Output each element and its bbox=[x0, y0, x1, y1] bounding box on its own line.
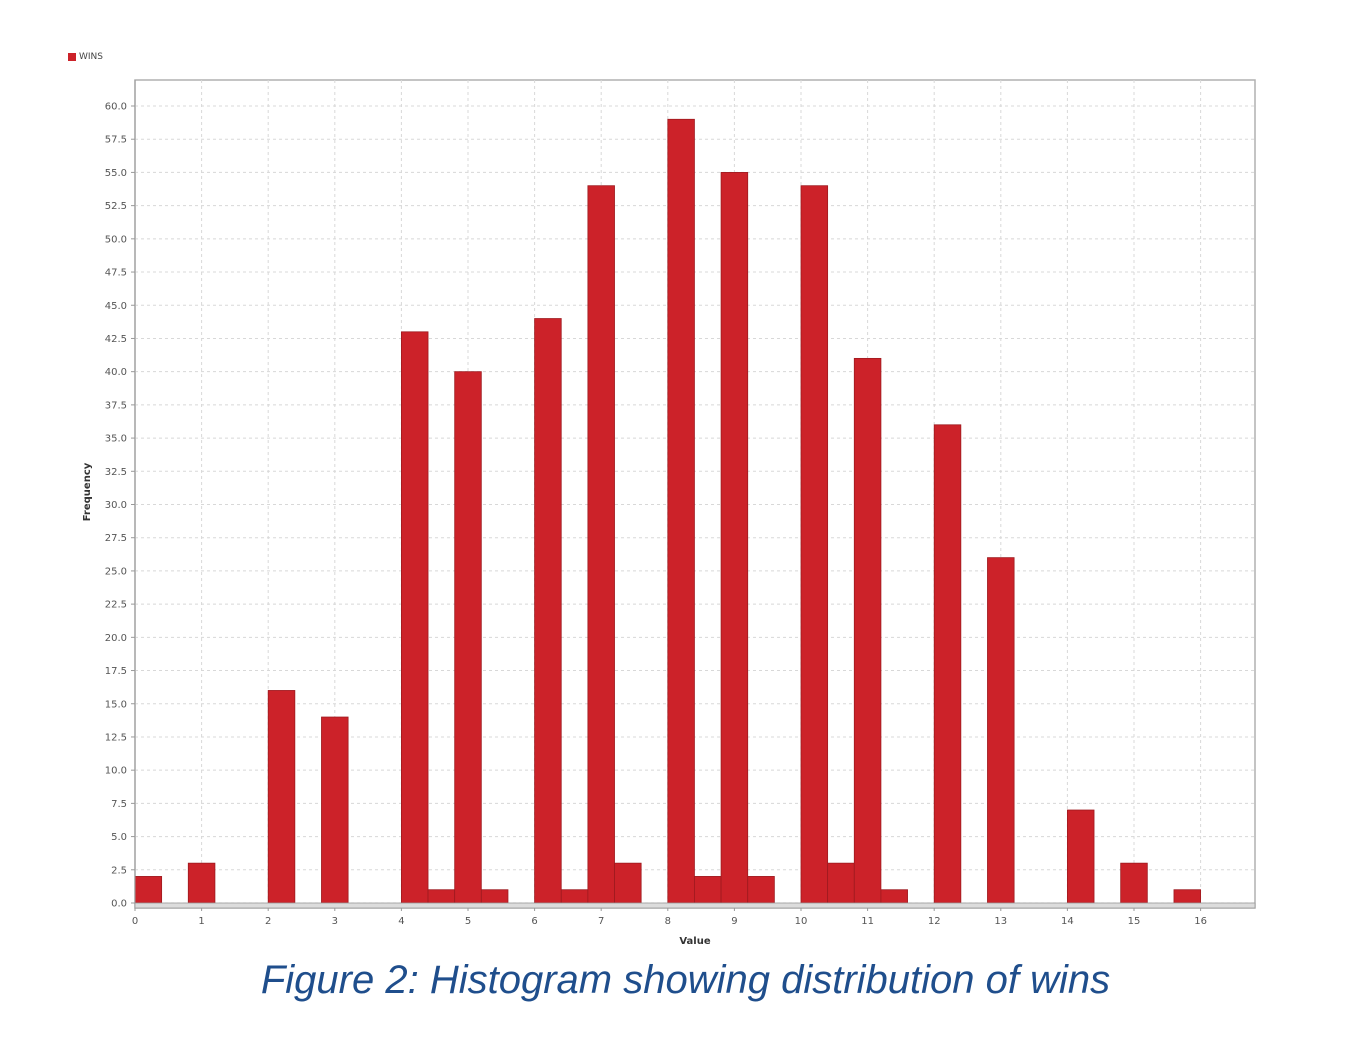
x-tick-label: 8 bbox=[665, 916, 671, 927]
histogram-bar bbox=[1173, 889, 1201, 904]
y-tick-label: 20.0 bbox=[105, 633, 127, 644]
histogram-bar bbox=[747, 876, 775, 904]
histogram-bar bbox=[1120, 862, 1148, 904]
histogram-bar bbox=[800, 185, 829, 904]
legend-label: WINS bbox=[79, 52, 103, 62]
x-tick-label: 0 bbox=[132, 916, 138, 927]
x-tick-label: 11 bbox=[861, 916, 874, 927]
y-tick-label: 60.0 bbox=[105, 102, 127, 113]
y-tick-label: 57.5 bbox=[105, 135, 127, 146]
y-tick-label: 0.0 bbox=[111, 899, 127, 910]
histogram-bar bbox=[534, 318, 562, 904]
histogram-bar bbox=[560, 889, 589, 904]
histogram-bar bbox=[134, 876, 163, 904]
histogram-bar bbox=[614, 862, 642, 904]
x-tick-label: 13 bbox=[994, 916, 1007, 927]
histogram-bar bbox=[400, 331, 429, 904]
y-tick-label: 42.5 bbox=[105, 334, 127, 345]
x-tick-label: 9 bbox=[731, 916, 737, 927]
y-tick-label: 47.5 bbox=[105, 268, 127, 279]
histogram-bar bbox=[587, 185, 615, 904]
y-tick-label: 52.5 bbox=[105, 201, 127, 212]
x-tick-label: 1 bbox=[198, 916, 204, 927]
y-tick-label: 17.5 bbox=[105, 666, 127, 677]
histogram-bar bbox=[987, 557, 1015, 904]
bars bbox=[134, 118, 1201, 904]
chart-legend: WINS bbox=[68, 52, 103, 62]
legend-swatch bbox=[68, 53, 76, 61]
axes: 0.0 2.5 5.0 7.5 10.0 12.5 15.0 17.5 20.0 22.5 25.0… bbox=[105, 80, 1256, 927]
histogram-bar bbox=[827, 862, 855, 904]
histogram-bar bbox=[480, 889, 509, 904]
x-tick-label: 2 bbox=[265, 916, 271, 927]
histogram-bar bbox=[454, 371, 482, 904]
x-tick-label: 6 bbox=[531, 916, 537, 927]
y-tick-label: 22.5 bbox=[105, 600, 127, 611]
x-tick-label: 14 bbox=[1061, 916, 1074, 927]
y-tick-label: 40.0 bbox=[105, 367, 127, 378]
y-axis-label: Frequency bbox=[82, 462, 93, 521]
y-tick-label: 35.0 bbox=[105, 434, 127, 445]
histogram-bar bbox=[1067, 809, 1095, 904]
y-tick-label: 25.0 bbox=[105, 566, 127, 577]
histogram-bar bbox=[667, 118, 695, 904]
y-tick-label: 10.0 bbox=[105, 766, 127, 777]
x-tick-label: 4 bbox=[398, 916, 404, 927]
y-tick-label: 37.5 bbox=[105, 400, 127, 411]
histogram-bar bbox=[321, 716, 349, 904]
histogram-bar bbox=[267, 690, 296, 904]
y-tick-label: 27.5 bbox=[105, 533, 127, 544]
histogram-bar bbox=[694, 876, 722, 904]
y-tick-label: 5.0 bbox=[111, 832, 127, 843]
y-tick-label: 55.0 bbox=[105, 168, 127, 179]
x-axis-line bbox=[134, 902, 1256, 909]
y-tick-label: 50.0 bbox=[105, 234, 127, 245]
x-tick-label: 3 bbox=[332, 916, 338, 927]
x-tick-label: 5 bbox=[465, 916, 471, 927]
y-tick-label: 15.0 bbox=[105, 699, 127, 710]
x-axis-label: Value bbox=[679, 936, 710, 947]
histogram-bar bbox=[187, 862, 216, 904]
figure-caption: Figure 2: Histogram showing distribution… bbox=[260, 958, 1111, 1002]
y-tick-label: 7.5 bbox=[111, 799, 127, 810]
y-tick-label: 2.5 bbox=[111, 865, 127, 876]
histogram-bar bbox=[720, 172, 749, 904]
histogram-bar bbox=[933, 424, 962, 904]
y-tick-label: 45.0 bbox=[105, 301, 127, 312]
histogram-bar bbox=[427, 889, 456, 904]
plot-background bbox=[134, 79, 1256, 909]
y-tick-label: 12.5 bbox=[105, 732, 127, 743]
y-tick-label: 30.0 bbox=[105, 500, 127, 511]
x-tick-label: 10 bbox=[795, 916, 808, 927]
x-tick-label: 16 bbox=[1194, 916, 1207, 927]
x-tick-label: 7 bbox=[598, 916, 604, 927]
histogram-bar bbox=[853, 357, 882, 904]
x-tick-label: 12 bbox=[928, 916, 941, 927]
histogram-bar bbox=[880, 889, 908, 904]
x-tick-label: 15 bbox=[1128, 916, 1141, 927]
y-tick-label: 32.5 bbox=[105, 467, 127, 478]
